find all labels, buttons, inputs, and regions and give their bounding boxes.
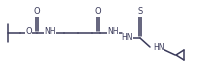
Text: S: S xyxy=(137,8,142,16)
Text: O: O xyxy=(25,27,32,36)
Text: HN: HN xyxy=(152,44,164,52)
Text: NH: NH xyxy=(44,27,55,36)
Text: NH: NH xyxy=(107,27,118,36)
Text: HN: HN xyxy=(120,34,132,43)
Text: O: O xyxy=(33,8,40,16)
Text: O: O xyxy=(94,8,101,16)
